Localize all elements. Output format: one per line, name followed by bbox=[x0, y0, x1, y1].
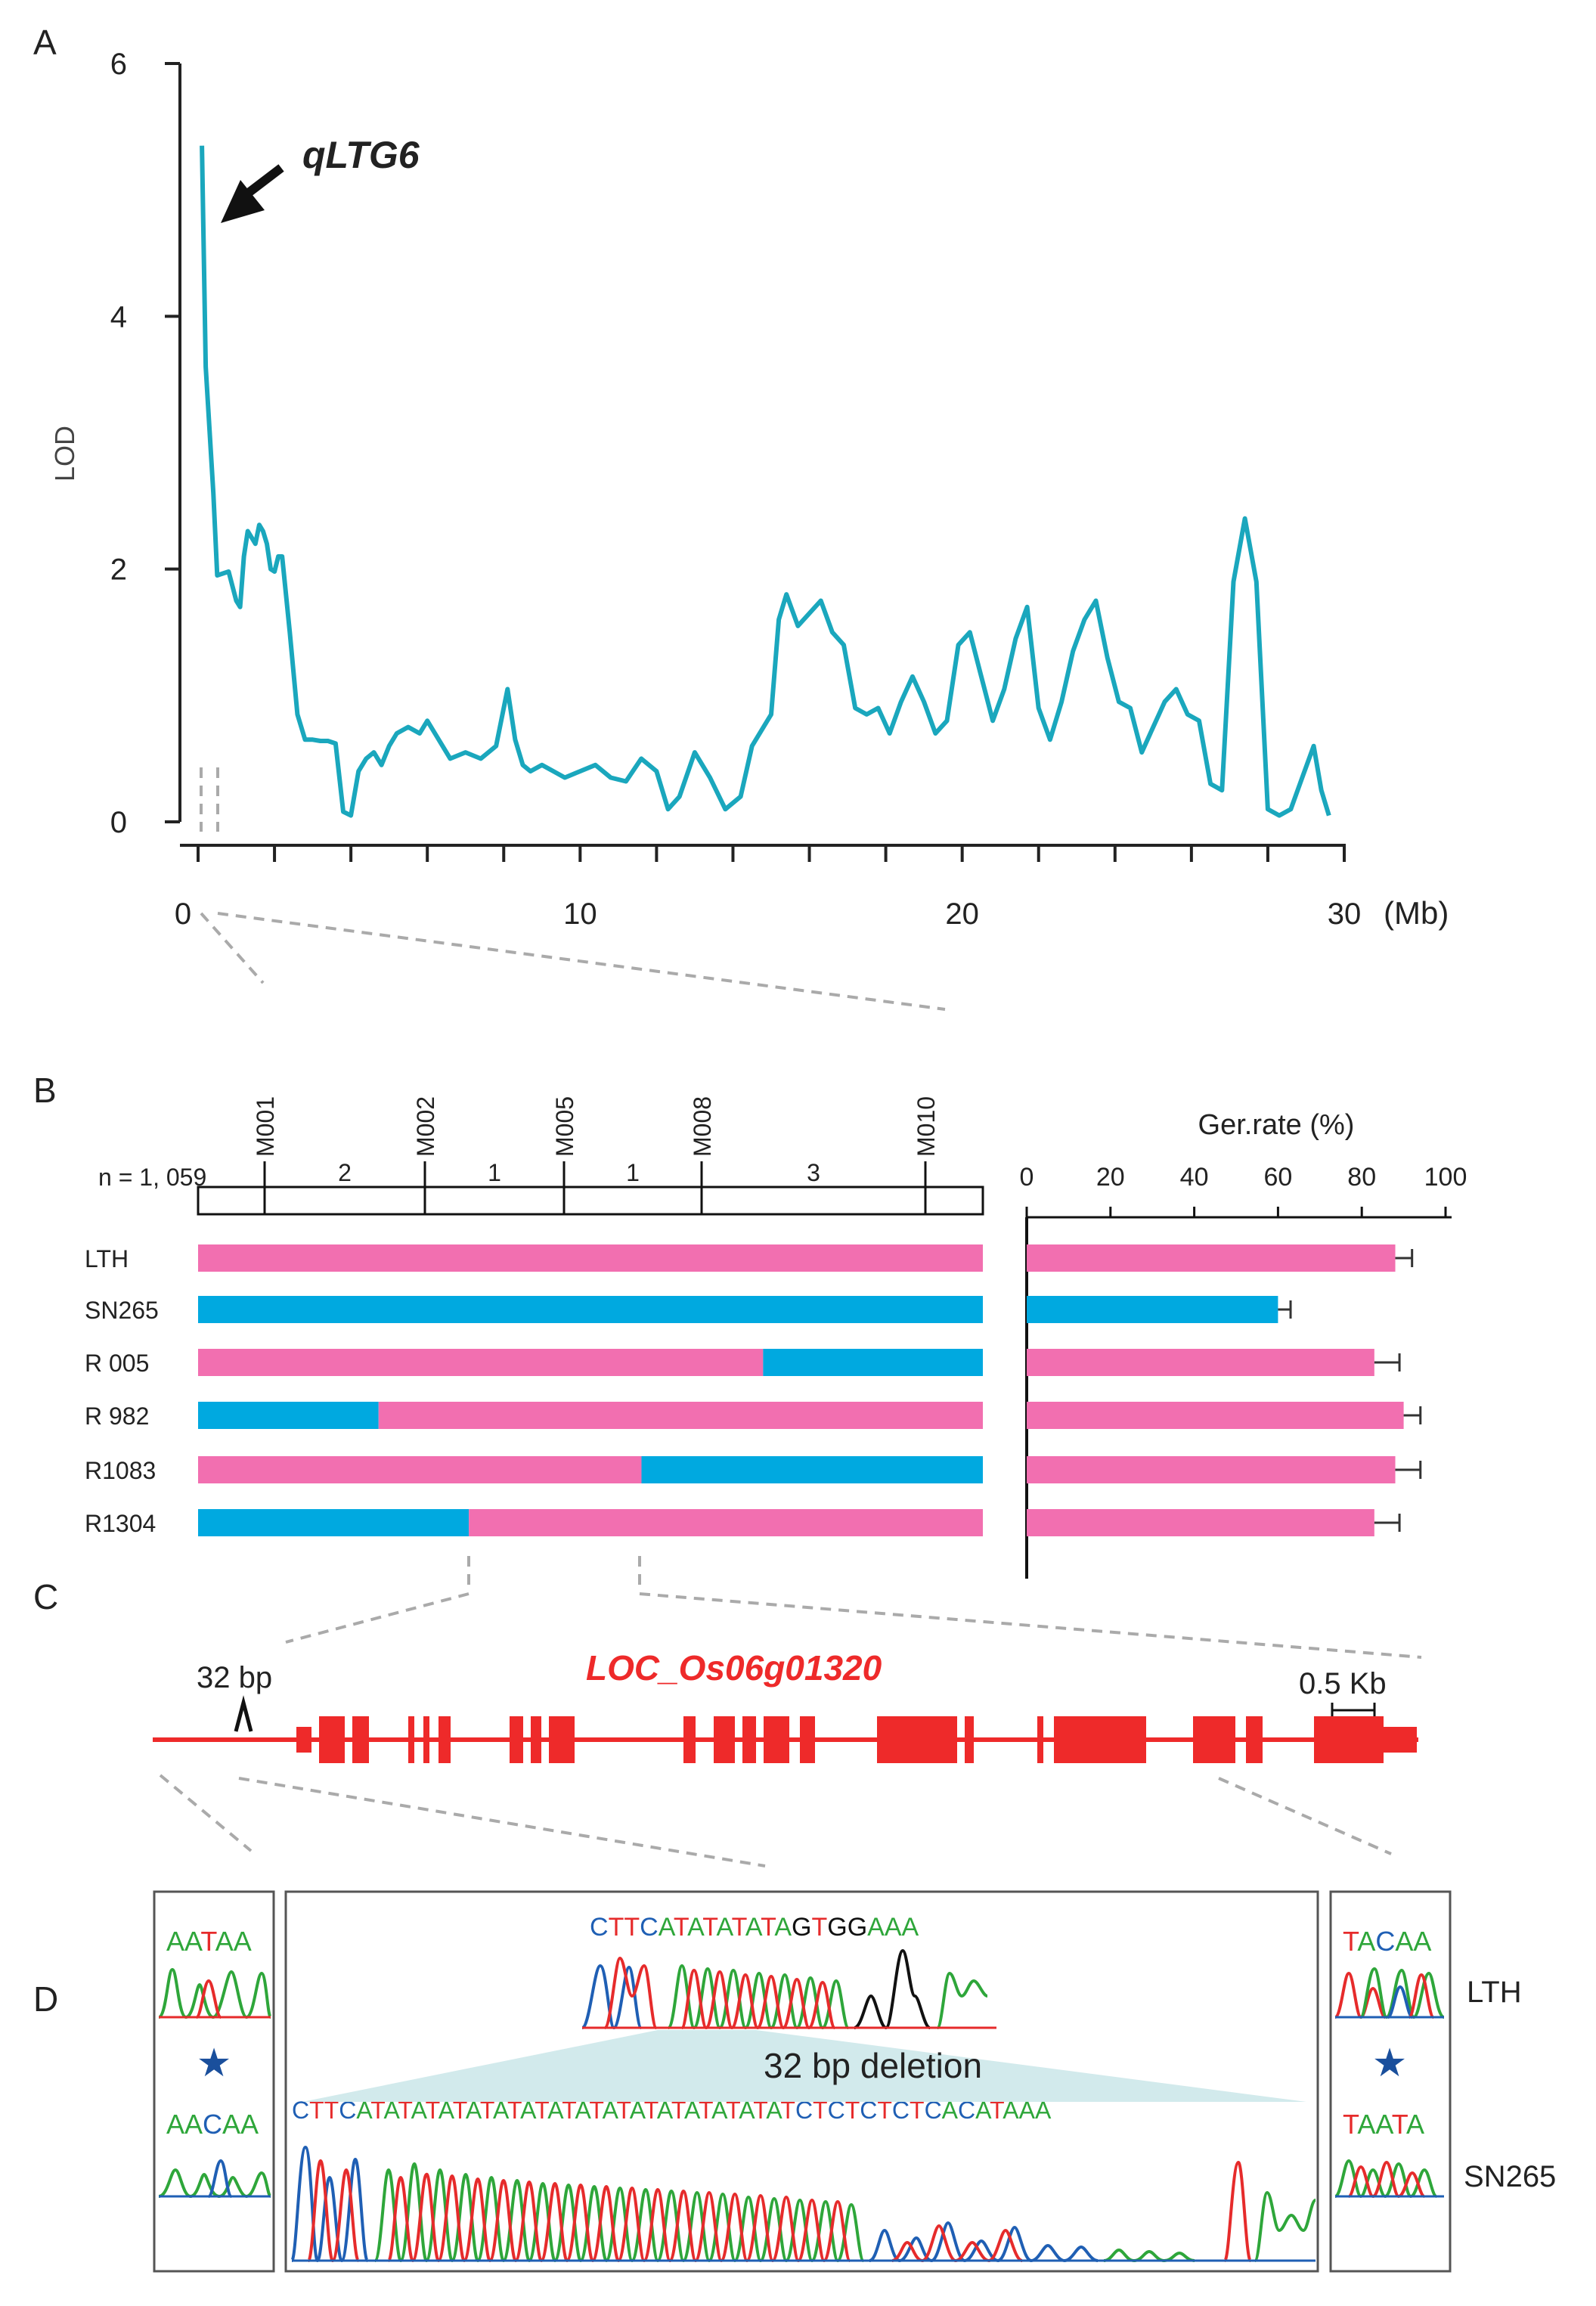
ger-tick-label: 100 bbox=[1424, 1163, 1467, 1192]
snp-star-icon-left: ★ bbox=[197, 2041, 232, 2085]
line-name: SN265 bbox=[85, 1297, 159, 1324]
panel-d-label: D bbox=[33, 1979, 58, 2019]
zoom-guide-a-to-b bbox=[200, 767, 946, 1011]
ger-tick-label: 40 bbox=[1180, 1163, 1209, 1192]
panel-b: B n = 1, 059 M001 M002 M005 M008 M010 2 1 1 3 LT… bbox=[33, 1071, 1467, 1659]
recombinant-count: 2 bbox=[338, 1159, 352, 1186]
line-name: R1083 bbox=[85, 1457, 156, 1484]
y-ticks: 0 2 4 6 bbox=[110, 48, 180, 839]
center-lth-sequence: CTTCATATATATAGTGGAAA bbox=[590, 1913, 919, 1942]
ger-rate-ticks: 0 20 40 60 80 100 bbox=[1020, 1163, 1467, 1217]
ger-bar bbox=[1027, 1244, 1396, 1272]
genotype-segment bbox=[641, 1456, 983, 1483]
panel-d: D AATAA AACAA CTTCATATATATAGTGGAAA CTTCA… bbox=[33, 1890, 1556, 2273]
x-ticks: 0 10 20 30 bbox=[175, 845, 1361, 931]
qtl-label: qLTG6 bbox=[302, 134, 420, 176]
center-sn265-sequence: CTTCATATATATATATATATATATATATATATATATCTCT… bbox=[292, 2097, 1052, 2124]
genotype-segment bbox=[198, 1509, 470, 1536]
gene-model bbox=[153, 1716, 1418, 1763]
left-lth-chromatogram bbox=[157, 1967, 272, 2019]
genotype-segment bbox=[198, 1402, 379, 1429]
indel-caret-icon bbox=[234, 1695, 253, 1732]
ger-tick-label: 80 bbox=[1347, 1163, 1376, 1192]
ger-bar bbox=[1027, 1456, 1396, 1483]
ger-bar bbox=[1027, 1402, 1404, 1429]
genotype-segment bbox=[378, 1402, 983, 1429]
marker-label: M002 bbox=[412, 1096, 439, 1157]
snp-star-icon-right: ★ bbox=[1372, 2041, 1408, 2085]
ger-tick-label: 60 bbox=[1263, 1163, 1292, 1192]
marker-ticks: M001 M002 M005 M008 M010 2 1 1 3 bbox=[252, 1096, 940, 1214]
left-lth-sequence: AATAA bbox=[166, 1926, 252, 1957]
marker-map-bar bbox=[197, 1186, 984, 1216]
panel-b-label: B bbox=[33, 1071, 57, 1110]
ger-bar bbox=[1027, 1509, 1374, 1536]
right-lth-sequence: TACAA bbox=[1343, 1926, 1431, 1957]
genotype-rows: LTH SN265 R 005 R 982 R1083 R1304 bbox=[85, 1244, 983, 1537]
x-tick-label: 0 bbox=[175, 897, 191, 931]
gene-name: LOC_Os06g01320 bbox=[586, 1648, 882, 1688]
left-sn265-chromatogram bbox=[158, 2159, 272, 2199]
line-name: R 982 bbox=[85, 1403, 149, 1430]
ger-rate-bars bbox=[1027, 1244, 1422, 1536]
genotype-segment bbox=[198, 1349, 764, 1376]
genotype-segment bbox=[198, 1244, 983, 1272]
x-tick-label: 30 bbox=[1328, 897, 1362, 931]
qtl-arrow-icon bbox=[221, 164, 284, 223]
left-sn265-sequence: AACAA bbox=[166, 2109, 259, 2140]
right-lth-chromatogram bbox=[1334, 1967, 1446, 2019]
center-sn265-chromatogram bbox=[290, 2145, 1317, 2263]
recombinant-count: 1 bbox=[488, 1159, 501, 1186]
x-tick-label: 20 bbox=[945, 897, 979, 931]
center-lth-chromatogram bbox=[581, 1948, 996, 2030]
y-axis-label: LOD bbox=[49, 426, 80, 482]
recombinant-count: 1 bbox=[626, 1159, 640, 1186]
x-axis-unit-label: (Mb) bbox=[1384, 895, 1449, 931]
right-snp-box bbox=[1329, 1890, 1452, 2273]
y-tick-label: 2 bbox=[110, 553, 127, 587]
scale-bar-label: 0.5 Kb bbox=[1299, 1667, 1387, 1700]
marker-label: M005 bbox=[551, 1096, 578, 1157]
center-indel-box bbox=[284, 1890, 1319, 2273]
ger-rate-title: Ger.rate (%) bbox=[1198, 1109, 1355, 1141]
left-snp-box bbox=[153, 1890, 275, 2273]
marker-label: M010 bbox=[913, 1096, 940, 1157]
panel-c: C 32 bp LOC_Os06g01320 0.5 Kb bbox=[33, 1577, 1418, 1867]
deletion-band bbox=[302, 2030, 1306, 2102]
marker-label: M001 bbox=[252, 1096, 279, 1157]
y-tick-label: 4 bbox=[110, 300, 127, 333]
genotype-segment bbox=[198, 1296, 983, 1323]
ger-bar bbox=[1027, 1296, 1278, 1323]
genotype-segment bbox=[469, 1509, 983, 1536]
recombinant-count: 3 bbox=[807, 1159, 820, 1186]
zoom-guide-c-to-d bbox=[159, 1774, 1392, 1867]
deletion-label: 32 bp deletion bbox=[764, 2046, 982, 2085]
marker-label: M008 bbox=[689, 1096, 716, 1157]
row-label-lth: LTH bbox=[1467, 1976, 1522, 2009]
population-size: n = 1, 059 bbox=[98, 1164, 206, 1191]
zoom-guide-b-to-c bbox=[285, 1556, 1422, 1659]
x-tick-label: 10 bbox=[563, 897, 597, 931]
lod-series-line bbox=[200, 145, 1331, 818]
genotype-segment bbox=[763, 1349, 983, 1376]
indel-size-label: 32 bp bbox=[197, 1661, 272, 1694]
ger-tick-label: 0 bbox=[1020, 1163, 1034, 1192]
line-name: R1304 bbox=[85, 1510, 156, 1537]
scale-bar bbox=[1331, 1703, 1376, 1718]
line-name: R 005 bbox=[85, 1350, 149, 1377]
right-sn265-chromatogram bbox=[1334, 2159, 1444, 2199]
row-label-sn265: SN265 bbox=[1464, 2160, 1556, 2193]
ger-tick-label: 20 bbox=[1096, 1163, 1125, 1192]
genotype-segment bbox=[198, 1456, 642, 1483]
y-tick-label: 0 bbox=[110, 806, 127, 839]
panel-c-label: C bbox=[33, 1577, 58, 1616]
line-name: LTH bbox=[85, 1245, 129, 1272]
panel-a: A 0 2 4 6 0 10 20 30 LOD (Mb) qLTG6 bbox=[33, 23, 1449, 1011]
panel-a-label: A bbox=[33, 23, 57, 62]
ger-bar bbox=[1027, 1349, 1374, 1376]
right-sn265-sequence: TAATA bbox=[1343, 2109, 1424, 2140]
y-tick-label: 6 bbox=[110, 48, 127, 81]
